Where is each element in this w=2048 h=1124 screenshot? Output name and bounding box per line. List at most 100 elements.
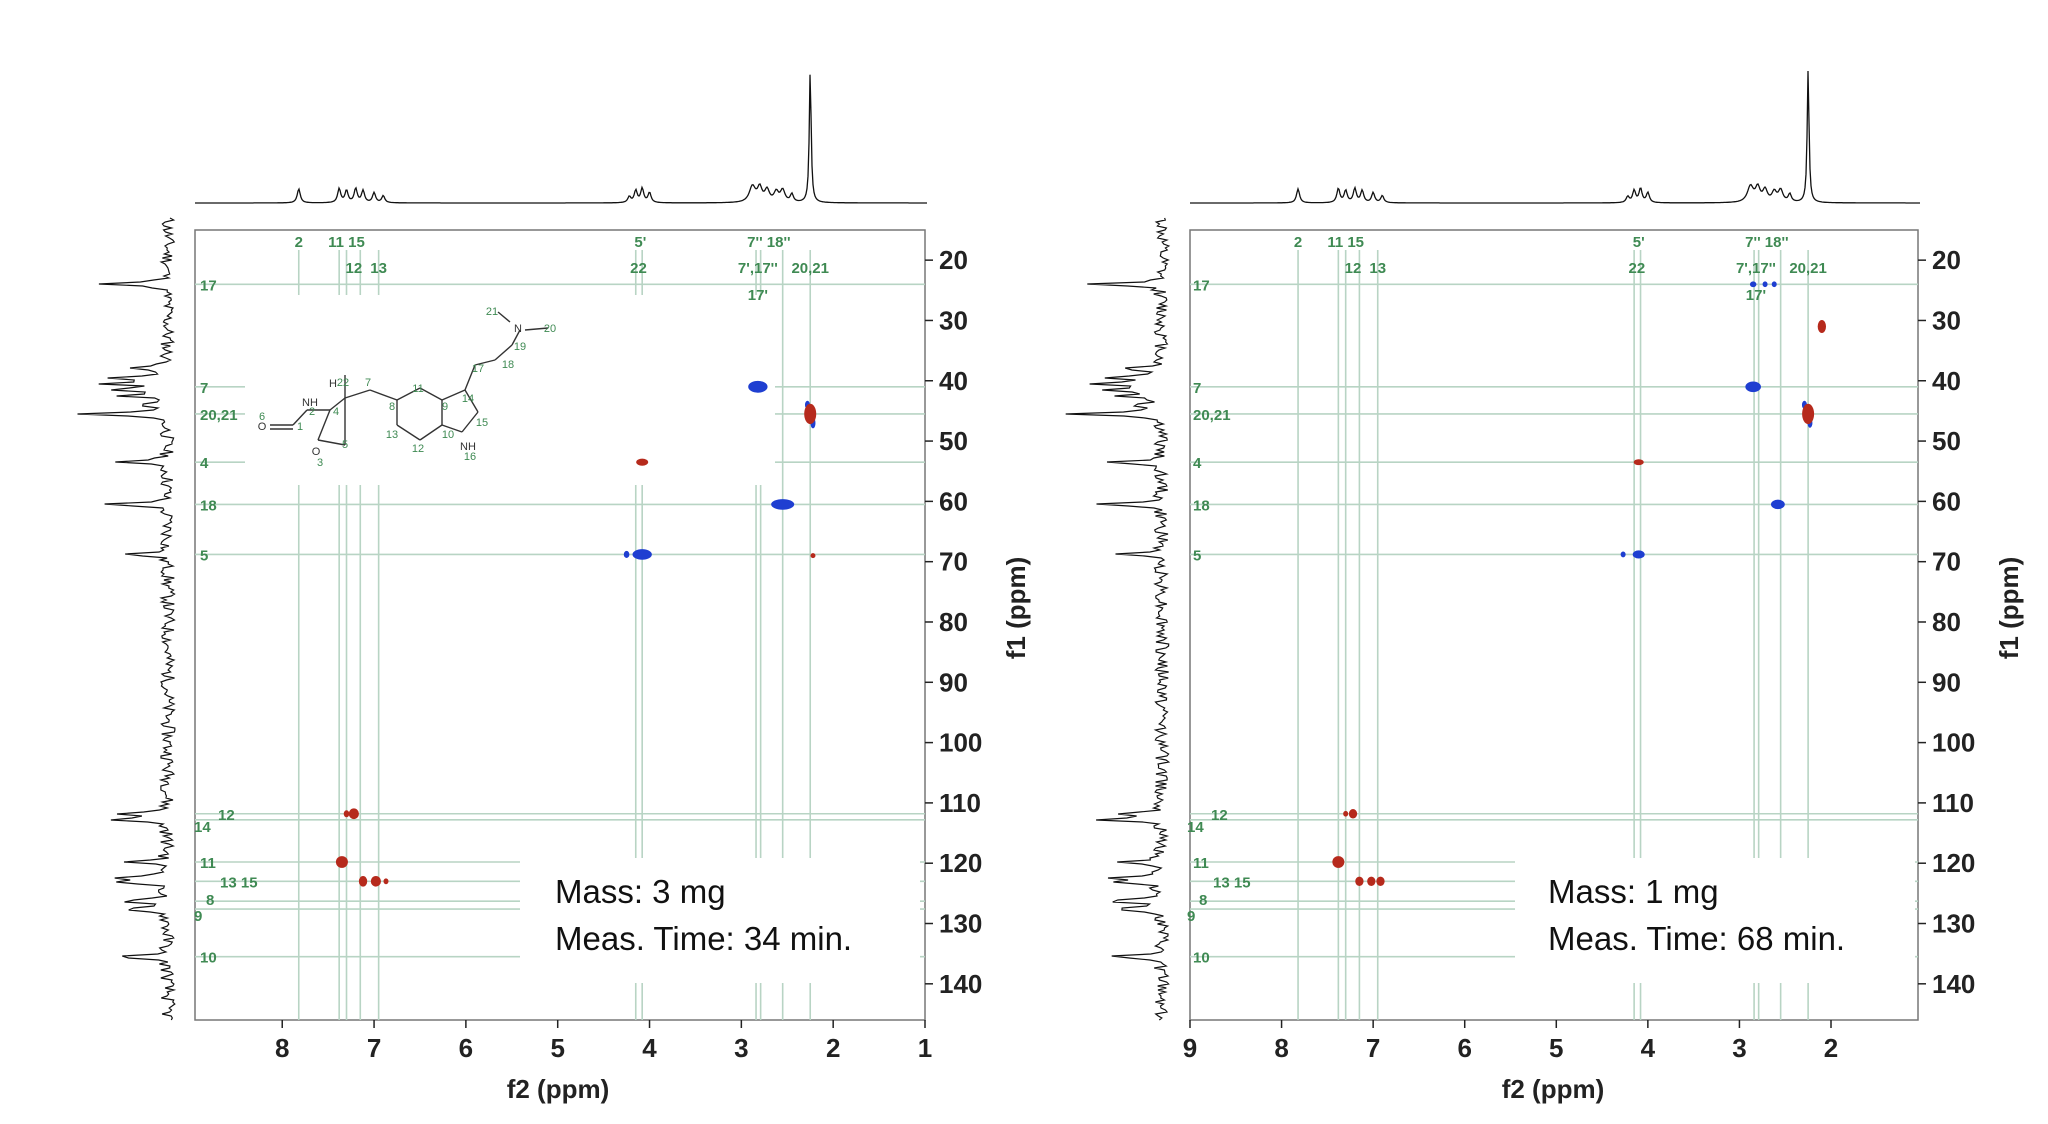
cross-peak xyxy=(1343,810,1349,817)
cross-peak xyxy=(1762,281,1768,288)
atom-label: 21 xyxy=(486,306,498,318)
atom-label: 20 xyxy=(544,323,556,335)
peak-series-blue xyxy=(1620,281,1813,559)
c-label: 8 xyxy=(1199,892,1207,909)
atom-label: 6 xyxy=(259,411,265,423)
cross-peak xyxy=(1348,809,1358,819)
y-tick-label: 40 xyxy=(939,366,968,396)
h-label: 22 xyxy=(1629,260,1646,277)
x-tick-label: 2 xyxy=(1824,1033,1838,1063)
y-tick-label: 120 xyxy=(1932,848,1975,878)
y-tick-label: 120 xyxy=(939,848,982,878)
h-label: 7'' 18'' xyxy=(747,234,790,251)
y-tick-label: 90 xyxy=(939,667,968,697)
x-tick-label: 6 xyxy=(1457,1033,1471,1063)
atom-label: 1 xyxy=(297,421,303,433)
c-label: 5 xyxy=(1193,547,1201,564)
c-label: 14 xyxy=(194,819,211,836)
cross-peak xyxy=(1745,381,1761,393)
cross-peak xyxy=(1355,876,1364,887)
atom-label: 22 xyxy=(337,377,349,389)
c-label: 8 xyxy=(206,892,214,909)
carbon-spectrum-side xyxy=(1065,217,1171,1021)
c-label: 13 15 xyxy=(1213,874,1251,891)
c-label: 4 xyxy=(1193,455,1202,472)
c-label: 9 xyxy=(1187,908,1195,925)
x-tick-label: 1 xyxy=(918,1033,932,1063)
y-tick-label: 100 xyxy=(939,728,982,758)
bond xyxy=(441,424,463,433)
carbon-spectrum-side xyxy=(77,217,177,1021)
h-label: 12 xyxy=(346,260,363,277)
y-tick-label: 60 xyxy=(1932,486,1961,516)
atom-label: 11 xyxy=(412,383,423,395)
c-label: 20,21 xyxy=(200,407,238,424)
cross-peak xyxy=(804,403,817,425)
h-label: 5' xyxy=(1633,234,1645,251)
y-tick-label: 110 xyxy=(939,788,981,818)
y-tick-label: 20 xyxy=(1932,245,1961,275)
bond xyxy=(317,409,331,441)
cross-peak xyxy=(358,875,368,887)
cross-peak xyxy=(343,810,350,818)
cross-peak xyxy=(1633,459,1644,466)
y-tick-label: 50 xyxy=(939,426,968,456)
bond xyxy=(461,411,479,433)
c-label: 12 xyxy=(218,807,235,824)
c-label: 4 xyxy=(200,455,209,472)
cross-peak xyxy=(1802,403,1815,425)
c-label: 12 xyxy=(1211,807,1228,824)
peak-series-red xyxy=(1332,319,1827,887)
c-label: 10 xyxy=(200,950,217,967)
y-tick-label: 80 xyxy=(939,607,968,637)
h-label: 13 xyxy=(370,260,387,277)
cross-peak xyxy=(632,549,652,560)
h-label: 7',17'' xyxy=(738,260,778,277)
bond xyxy=(464,364,476,391)
y-tick-label: 20 xyxy=(939,245,968,275)
measurement-annotation: Meas. Time: 34 min. xyxy=(555,920,852,957)
y-tick-label: 110 xyxy=(1932,788,1974,818)
y-tick-label: 100 xyxy=(1932,728,1975,758)
bond xyxy=(474,359,496,366)
cross-peak xyxy=(1770,499,1785,510)
atom-label: 7 xyxy=(365,377,371,389)
c-label: 13 15 xyxy=(220,874,258,891)
cross-peak xyxy=(383,878,389,885)
x-tick-label: 4 xyxy=(642,1033,657,1063)
c-label: 7 xyxy=(200,380,208,397)
bond xyxy=(396,387,421,401)
x-tick-label: 9 xyxy=(1183,1033,1197,1063)
c-label: 7 xyxy=(1193,380,1201,397)
y-tick-label: 130 xyxy=(1932,909,1975,939)
y-tick-label: 80 xyxy=(1932,607,1961,637)
atom-label: 13 xyxy=(386,429,398,441)
c-label: 10 xyxy=(1193,950,1210,967)
cross-peak xyxy=(1749,281,1757,288)
hsqc-panel-right: 2 11 15 5' 7'' 18'' 12 13 22 7',17'' 20,21 17' 17 7… xyxy=(1065,70,2024,1104)
h-label: 13 xyxy=(1369,260,1386,277)
bond xyxy=(419,424,443,441)
x-tick-label: 7 xyxy=(367,1033,381,1063)
x-tick-label: 3 xyxy=(1732,1033,1746,1063)
h-label: 11 15 xyxy=(328,234,365,251)
plot-frame xyxy=(1189,229,1919,1021)
atom-label: 14 xyxy=(462,393,474,405)
bond xyxy=(524,327,549,331)
cross-peak xyxy=(1817,319,1827,334)
h-label: 7',17'' xyxy=(1736,260,1776,277)
atom-label: NH xyxy=(302,397,318,409)
y-tick-label: 30 xyxy=(1932,305,1961,335)
c-label: 14 xyxy=(1187,819,1204,836)
h-label: 20,21 xyxy=(791,260,829,277)
h-label: 17' xyxy=(1746,287,1766,304)
x-tick-label: 4 xyxy=(1641,1033,1656,1063)
cross-peak xyxy=(623,550,630,558)
c-label: 9 xyxy=(194,908,202,925)
peak-series-red xyxy=(335,403,817,887)
c-label: 11 xyxy=(200,855,216,872)
bond xyxy=(329,397,346,411)
atom-label: 2 xyxy=(309,406,315,418)
y-tick-label: 30 xyxy=(939,305,968,335)
